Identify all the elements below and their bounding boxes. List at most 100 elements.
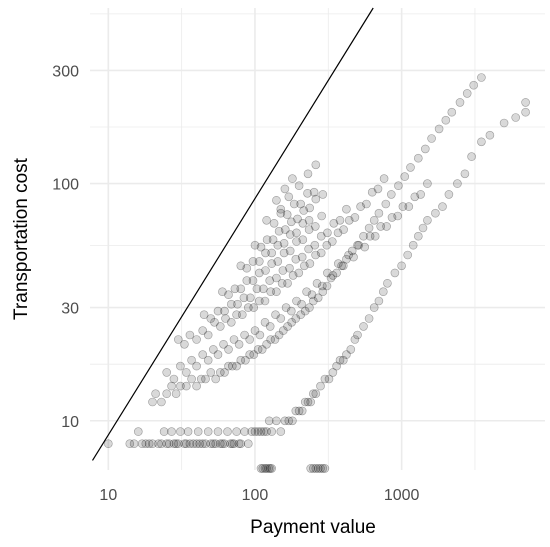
data-point <box>187 374 196 384</box>
data-point <box>299 206 309 215</box>
x-tick-label: 10 <box>99 487 117 504</box>
data-point <box>444 190 454 199</box>
data-point <box>460 169 470 179</box>
data-point <box>248 276 258 285</box>
data-point <box>267 259 277 268</box>
data-point <box>182 381 191 391</box>
data-point <box>224 361 233 371</box>
data-point <box>305 259 315 268</box>
data-point <box>317 281 327 291</box>
data-point <box>416 190 426 199</box>
data-point <box>198 439 207 449</box>
data-point <box>438 202 447 211</box>
data-point <box>335 216 345 225</box>
data-point <box>261 248 270 258</box>
data-point <box>157 397 166 407</box>
data-point <box>335 355 345 365</box>
data-point <box>183 427 193 436</box>
data-point <box>346 345 356 354</box>
data-point <box>383 278 392 288</box>
data-point <box>342 204 351 214</box>
data-point <box>252 284 262 294</box>
data-point <box>285 246 295 256</box>
data-point <box>347 246 357 256</box>
data-point <box>410 192 420 202</box>
data-point <box>376 222 386 231</box>
data-point <box>218 287 227 297</box>
data-point <box>369 303 379 312</box>
data-point <box>174 335 183 344</box>
data-point <box>234 339 244 349</box>
data-point <box>201 439 210 449</box>
data-point <box>180 339 189 349</box>
data-point <box>245 350 254 359</box>
data-point <box>316 381 325 391</box>
data-point <box>294 406 304 416</box>
data-point <box>431 208 440 218</box>
data-point <box>198 350 207 359</box>
data-point <box>318 190 328 199</box>
data-point <box>296 310 306 320</box>
data-point <box>182 439 191 449</box>
data-point <box>236 355 246 365</box>
data-point <box>256 464 266 473</box>
data-point <box>323 268 332 278</box>
data-point <box>219 339 228 349</box>
data-point <box>276 427 286 436</box>
data-point <box>394 181 403 190</box>
data-point <box>232 361 241 371</box>
data-point <box>266 335 276 344</box>
data-point <box>308 389 318 399</box>
data-point <box>387 213 397 222</box>
data-point <box>286 306 296 316</box>
data-point <box>285 230 295 239</box>
major-gridlines <box>90 8 545 470</box>
data-point <box>386 190 396 199</box>
data-point <box>283 278 292 288</box>
data-point <box>258 284 268 294</box>
data-point <box>353 240 362 250</box>
data-point <box>203 330 213 340</box>
data-point <box>342 254 351 264</box>
data-point <box>289 199 299 209</box>
data-point <box>104 439 113 449</box>
data-point <box>239 293 249 303</box>
data-point <box>304 244 313 254</box>
data-point <box>192 381 201 391</box>
data-point <box>283 322 292 331</box>
data-point <box>264 464 274 473</box>
data-point <box>192 361 201 371</box>
data-point <box>232 310 241 320</box>
data-point <box>213 306 223 316</box>
data-point <box>218 439 227 449</box>
data-point <box>312 278 322 288</box>
x-axis-title: Payment value <box>250 517 376 538</box>
x-tick-label: 100 <box>242 487 269 504</box>
data-point <box>285 263 294 273</box>
data-point <box>316 248 326 258</box>
data-point <box>203 427 213 436</box>
data-point <box>227 299 236 309</box>
data-point <box>262 235 272 244</box>
data-point <box>423 216 432 225</box>
data-point <box>267 248 277 258</box>
data-point <box>280 416 290 426</box>
data-point <box>176 361 185 371</box>
data-point <box>206 439 216 449</box>
data-point <box>328 368 338 377</box>
data-point <box>338 261 348 271</box>
data-point <box>157 439 166 449</box>
data-point <box>280 225 290 234</box>
data-point <box>244 303 253 312</box>
data-point <box>258 464 268 473</box>
data-point <box>381 199 391 209</box>
data-point <box>169 374 179 384</box>
data-point <box>294 181 304 190</box>
data-point <box>223 427 232 436</box>
data-point <box>291 314 301 323</box>
data-point <box>270 335 280 344</box>
data-point <box>339 225 348 234</box>
data-point <box>427 134 436 143</box>
data-point <box>240 427 249 436</box>
data-point <box>224 345 233 354</box>
